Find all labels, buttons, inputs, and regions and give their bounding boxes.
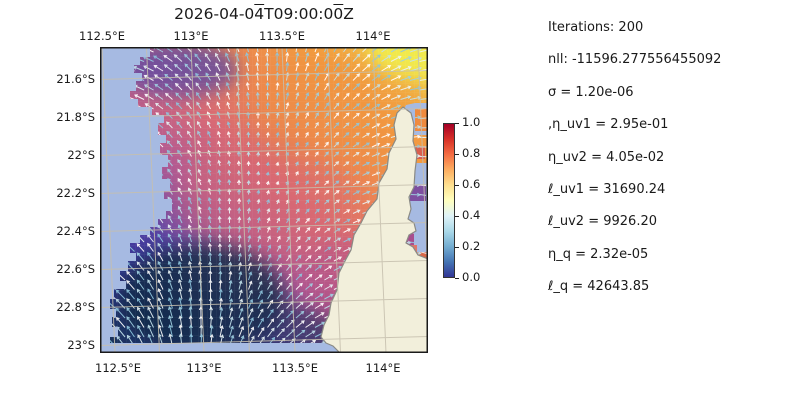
colorbar-tick-mark xyxy=(455,123,459,124)
tick-label: 22.2°S xyxy=(56,186,95,200)
title-part: 2026-04-0 xyxy=(174,5,255,23)
tick-label: 0.8 xyxy=(462,146,481,160)
tick-label: 21.6°S xyxy=(56,72,95,86)
tick-label: 21.8°S xyxy=(56,110,95,124)
colorbar-tick-mark xyxy=(455,154,459,155)
stat-line: ℓ_q = 42643.85 xyxy=(548,279,650,295)
colorbar-tick-mark xyxy=(455,185,459,186)
tick-label: 0.4 xyxy=(462,208,481,222)
map-canvas xyxy=(99,46,432,354)
colorbar xyxy=(443,123,455,278)
title-part: Z xyxy=(343,5,354,23)
stat-line: Iterations: 200 xyxy=(548,20,644,35)
stat-line: η_q = 2.32e-05 xyxy=(548,246,649,262)
figure-title: 2026-04-04T09:00:00Z xyxy=(100,5,428,23)
tick-label: 114°E xyxy=(365,361,401,375)
title-part-overline: 4 xyxy=(254,5,265,23)
stat-line: σ = 1.20e-06 xyxy=(548,84,634,100)
stat-line: nll: -11596.277556455092 xyxy=(548,52,722,68)
tick-label: 113°E xyxy=(186,361,222,375)
map-plot xyxy=(99,46,432,354)
tick-label: 113.5°E xyxy=(259,29,305,43)
tick-label: 114°E xyxy=(355,29,391,43)
map-border xyxy=(100,47,428,353)
title-part-overline: 0 xyxy=(333,5,344,23)
colorbar-tick-mark xyxy=(455,278,459,279)
tick-label: 22.8°S xyxy=(56,300,95,314)
tick-label: 113°E xyxy=(173,29,209,43)
tick-label: 23°S xyxy=(67,338,95,352)
land-mask xyxy=(320,106,429,354)
stat-line: ℓ_uv1 = 31690.24 xyxy=(548,182,666,198)
tick-label: 0.0 xyxy=(462,270,481,284)
colorbar-tick-mark xyxy=(455,216,459,217)
stat-line: η_uv2 = 4.05e-02 xyxy=(548,149,665,165)
tick-label: 112.5°E xyxy=(95,361,141,375)
tick-label: 22.4°S xyxy=(56,224,95,238)
stat-line: ,η_uv1 = 2.95e-01 xyxy=(548,117,669,133)
tick-label: 0.2 xyxy=(462,239,481,253)
tick-label: 22.6°S xyxy=(56,262,95,276)
stat-line: ℓ_uv2 = 9926.20 xyxy=(548,214,657,230)
tick-label: 1.0 xyxy=(462,115,481,129)
tick-label: 113.5°E xyxy=(272,361,318,375)
colorbar-tick-mark xyxy=(455,247,459,248)
tick-label: 22°S xyxy=(67,148,95,162)
title-part: T09:00:0 xyxy=(264,5,334,23)
stats-panel: Iterations: 200 nll: -11596.277556455092 σ… xyxy=(548,12,798,304)
tick-label: 0.6 xyxy=(462,177,481,191)
tick-label: 112.5°E xyxy=(79,29,125,43)
